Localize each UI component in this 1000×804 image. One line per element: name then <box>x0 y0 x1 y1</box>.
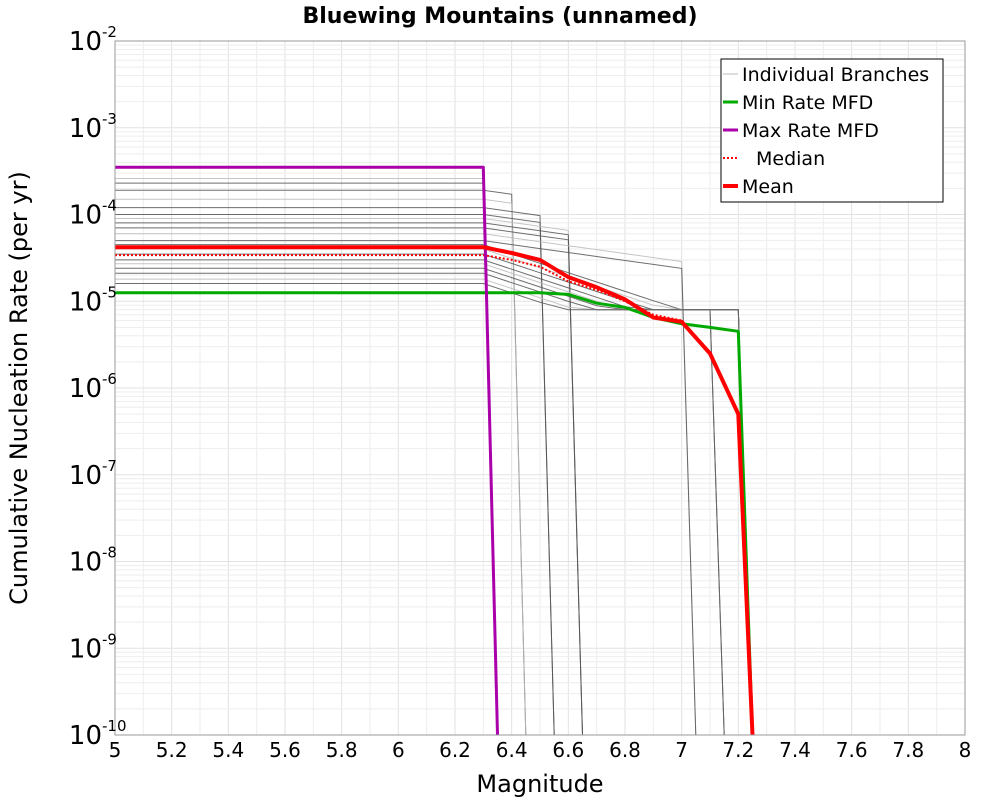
branch-line <box>115 227 583 736</box>
x-tick-label: 5.4 <box>212 738 244 762</box>
y-tick-label: 10 <box>69 634 102 664</box>
y-tick-exponent: -5 <box>102 283 117 301</box>
y-tick-label: 10 <box>69 721 102 751</box>
series-lines <box>115 165 755 736</box>
x-tick-label: 6.8 <box>609 738 641 762</box>
x-tick-label: 8 <box>959 738 972 762</box>
legend-entry-label: Mean <box>742 176 794 198</box>
x-tick-label: 7.4 <box>779 738 811 762</box>
y-tick-label: 10 <box>69 201 102 231</box>
y-tick-labels: 10-210-310-410-510-610-710-810-910-10 <box>69 23 127 751</box>
y-axis-label: Cumulative Nucleation Rate (per yr) <box>5 171 33 605</box>
y-tick-label: 10 <box>69 287 102 317</box>
y-tick-exponent: -8 <box>102 544 117 562</box>
x-tick-label: 7 <box>675 738 688 762</box>
x-tick-label: 5.8 <box>326 738 358 762</box>
y-tick-exponent: -2 <box>102 23 117 41</box>
max-rate-mfd-line <box>115 165 499 736</box>
x-tick-label: 5 <box>109 738 122 762</box>
individual-branches <box>115 178 753 736</box>
y-tick-label: 10 <box>69 548 102 578</box>
branch-line <box>115 214 555 736</box>
y-tick-label: 10 <box>69 374 102 404</box>
legend-entry-label: Max Rate MFD <box>742 120 879 142</box>
legend-entry-label: Min Rate MFD <box>742 92 873 114</box>
y-tick-label: 10 <box>69 114 102 144</box>
x-tick-label: 7.2 <box>722 738 754 762</box>
x-tick-label: 6 <box>392 738 405 762</box>
min-rate-mfd-line <box>115 291 754 736</box>
y-tick-label: 10 <box>69 27 102 57</box>
x-tick-label: 6.2 <box>439 738 471 762</box>
x-tick-label: 6.4 <box>496 738 528 762</box>
chart-title: Bluewing Mountains (unnamed) <box>302 4 697 29</box>
plot-frame <box>114 40 966 736</box>
y-tick-exponent: -6 <box>102 370 117 388</box>
branch-line <box>115 198 527 736</box>
x-tick-label: 7.8 <box>892 738 924 762</box>
x-tick-labels: 5 5.2 5.4 5.6 5.8 6 6.2 6.4 6.6 6.8 7 7.2 7.4 7.6 7.8 8 <box>109 738 972 762</box>
y-tick-exponent: -10 <box>102 717 127 735</box>
y-tick-exponent: -3 <box>102 110 117 128</box>
legend-entry-label: Median <box>756 148 825 170</box>
x-tick-label: 5.6 <box>269 738 301 762</box>
x-tick-label: 5.2 <box>156 738 188 762</box>
y-tick-exponent: -4 <box>102 197 117 215</box>
legend-box <box>720 58 944 203</box>
branch-line <box>115 240 697 736</box>
y-tick-exponent: -7 <box>102 457 117 475</box>
x-tick-label: 7.6 <box>836 738 868 762</box>
x-axis-label: Magnitude <box>476 770 603 798</box>
legend: Individual Branches Min Rate MFD Max Rate … <box>720 58 944 203</box>
legend-entry-label: Individual Branches <box>742 64 929 86</box>
x-tick-label: 6.6 <box>552 738 584 762</box>
mean-line <box>115 245 755 736</box>
y-tick-exponent: -9 <box>102 630 117 648</box>
y-tick-label: 10 <box>69 461 102 491</box>
branch-line <box>115 233 697 736</box>
